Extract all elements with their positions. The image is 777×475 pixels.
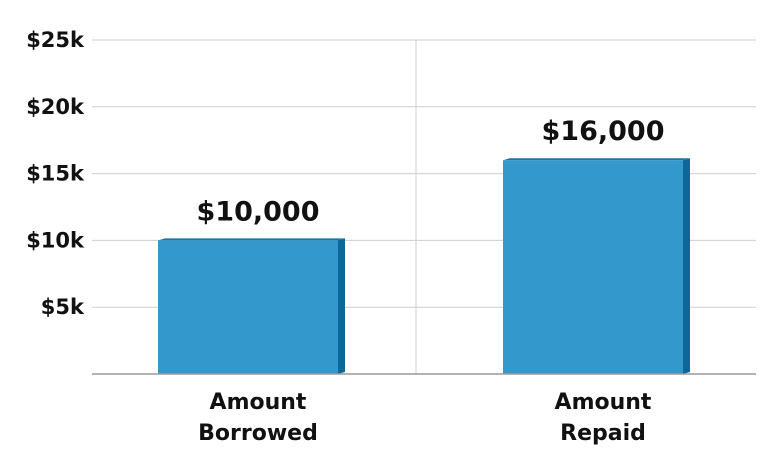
y-tick-label: $15k [26,162,85,186]
y-tick-label: $25k [26,28,85,52]
y-tick-label: $10k [26,228,85,252]
bar [503,160,683,374]
bar-top [503,158,690,161]
x-tick-label: Amount [210,390,307,415]
x-tick-label: Borrowed [198,421,318,446]
data-label: $10,000 [197,196,320,227]
x-tick-label: Repaid [560,421,646,446]
y-tick-label: $5k [41,295,85,319]
data-label: $16,000 [542,116,665,147]
y-tick-label: $20k [26,95,85,119]
bar-top [158,238,345,241]
bar-side [683,158,690,374]
x-tick-label: Amount [555,390,652,415]
bar [158,240,338,374]
bar-side [338,238,345,374]
